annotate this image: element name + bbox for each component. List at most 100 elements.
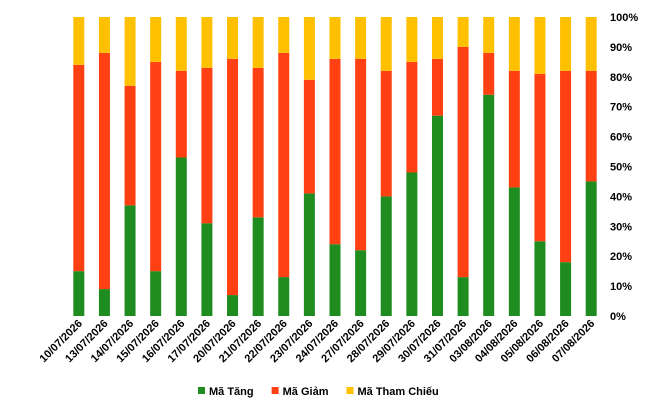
- bar-segment-tang: [534, 241, 546, 316]
- y-tick-label: 50%: [610, 162, 632, 174]
- bar-segment-tang: [355, 250, 367, 316]
- bar-stack: [406, 17, 418, 316]
- bar-segment-tham-chieu: [534, 17, 546, 74]
- bar-segment-giam: [73, 64, 85, 272]
- bar-segment-tham-chieu: [380, 17, 392, 71]
- bar-segment-tang: [431, 115, 443, 316]
- bar-segment-tham-chieu: [457, 17, 469, 47]
- bar-stack: [380, 17, 392, 316]
- bar-segment-giam: [98, 52, 110, 290]
- legend-label: Mã Tăng: [209, 386, 254, 398]
- bar-segment-giam: [508, 70, 520, 188]
- x-axis: 10/07/202613/07/202614/07/202615/07/2026…: [38, 318, 598, 365]
- legend-label: Mã Giảm: [283, 386, 329, 398]
- bar-segment-giam: [406, 61, 418, 173]
- bar-stack: [508, 17, 520, 316]
- legend-swatch: [271, 387, 279, 394]
- bar-segment-giam: [355, 58, 367, 251]
- bar-segment-giam: [431, 58, 443, 116]
- bar-segment-giam: [534, 73, 546, 242]
- bar-segment-tang: [560, 262, 572, 316]
- bar-stack: [227, 17, 239, 316]
- legend-item: Mã Tham Chiếu: [346, 386, 439, 398]
- y-tick-label: 70%: [610, 102, 632, 114]
- bar-segment-tham-chieu: [406, 17, 418, 62]
- bar-segment-giam: [124, 85, 136, 206]
- bar-segment-tang: [585, 181, 597, 316]
- bar-stack: [201, 17, 213, 316]
- bar-segment-tham-chieu: [355, 17, 367, 59]
- legend-swatch: [346, 387, 354, 394]
- bar-segment-tang: [124, 205, 136, 316]
- bar-segment-tang: [73, 271, 85, 316]
- y-tick-label: 80%: [610, 72, 632, 84]
- bar-segment-tham-chieu: [303, 17, 315, 80]
- bar-stack: [252, 17, 264, 316]
- y-tick-label: 60%: [610, 132, 632, 144]
- bar-segment-giam: [150, 61, 162, 272]
- bar-stack: [355, 17, 367, 316]
- bar-stack: [124, 17, 136, 316]
- bar-stack: [278, 17, 290, 316]
- legend-label: Mã Tham Chiếu: [357, 386, 438, 398]
- bar-segment-giam: [380, 70, 392, 197]
- bar-segment-tham-chieu: [201, 17, 213, 68]
- bar-stack: [483, 17, 495, 317]
- bar-segment-tham-chieu: [560, 17, 572, 71]
- bar-segment-tang: [252, 217, 264, 316]
- bar-stack: [150, 17, 162, 316]
- bar-segment-tang: [227, 295, 239, 316]
- bar-segment-tang: [98, 289, 110, 316]
- bar-segment-tham-chieu: [585, 17, 597, 71]
- bar-stack: [303, 17, 315, 316]
- bar-segment-tang: [483, 94, 495, 317]
- bar-segment-giam: [227, 58, 239, 296]
- bar-segment-tang: [150, 271, 162, 316]
- legend-item: Mã Giảm: [271, 386, 329, 398]
- bar-segment-tang: [508, 187, 520, 316]
- bar-segment-giam: [278, 52, 290, 278]
- bar-segment-tham-chieu: [175, 17, 187, 71]
- bar-segment-giam: [175, 70, 187, 158]
- bar-segment-tang: [380, 196, 392, 316]
- bar-segment-tham-chieu: [329, 17, 341, 59]
- bar-segment-tham-chieu: [508, 17, 520, 71]
- bar-stack: [560, 17, 572, 316]
- bar-segment-giam: [329, 58, 341, 245]
- y-tick-label: 30%: [610, 221, 632, 233]
- bar-segment-tang: [406, 172, 418, 316]
- y-tick-label: 40%: [610, 191, 632, 203]
- bar-segment-tham-chieu: [98, 17, 110, 53]
- bar-stack: [431, 17, 443, 316]
- legend-item: Mã Tăng: [198, 386, 254, 398]
- bar-stack: [73, 17, 85, 316]
- bar-stack: [98, 17, 110, 316]
- y-tick-label: 100%: [610, 12, 638, 24]
- bar-stack: [534, 17, 546, 316]
- bar-segment-giam: [483, 52, 495, 95]
- bar-segment-tang: [329, 244, 341, 316]
- bar-segment-tham-chieu: [124, 17, 136, 86]
- y-tick-label: 90%: [610, 42, 632, 54]
- legend: Mã Tăng Mã Giảm Mã Tham Chiếu: [198, 386, 439, 398]
- bar-segment-tang: [278, 277, 290, 316]
- bar-segment-tang: [175, 157, 187, 316]
- bar-stack: [175, 17, 187, 316]
- bar-segment-tham-chieu: [278, 17, 290, 53]
- bar-segment-giam: [201, 67, 213, 224]
- bar-segment-tang: [303, 193, 315, 316]
- bar-segment-giam: [303, 79, 315, 194]
- bar-segment-tham-chieu: [252, 17, 264, 68]
- y-tick-label: 20%: [610, 251, 632, 263]
- y-tick-label: 0%: [610, 311, 626, 323]
- bar-segment-tham-chieu: [483, 17, 495, 53]
- bar-segment-tham-chieu: [431, 17, 443, 59]
- y-tick-label: 10%: [610, 281, 632, 293]
- bar-segment-giam: [252, 67, 264, 218]
- bar-segment-tham-chieu: [150, 17, 162, 62]
- bar-segment-tham-chieu: [227, 17, 239, 59]
- bar-segment-giam: [560, 70, 572, 263]
- bar-stack: [329, 17, 341, 316]
